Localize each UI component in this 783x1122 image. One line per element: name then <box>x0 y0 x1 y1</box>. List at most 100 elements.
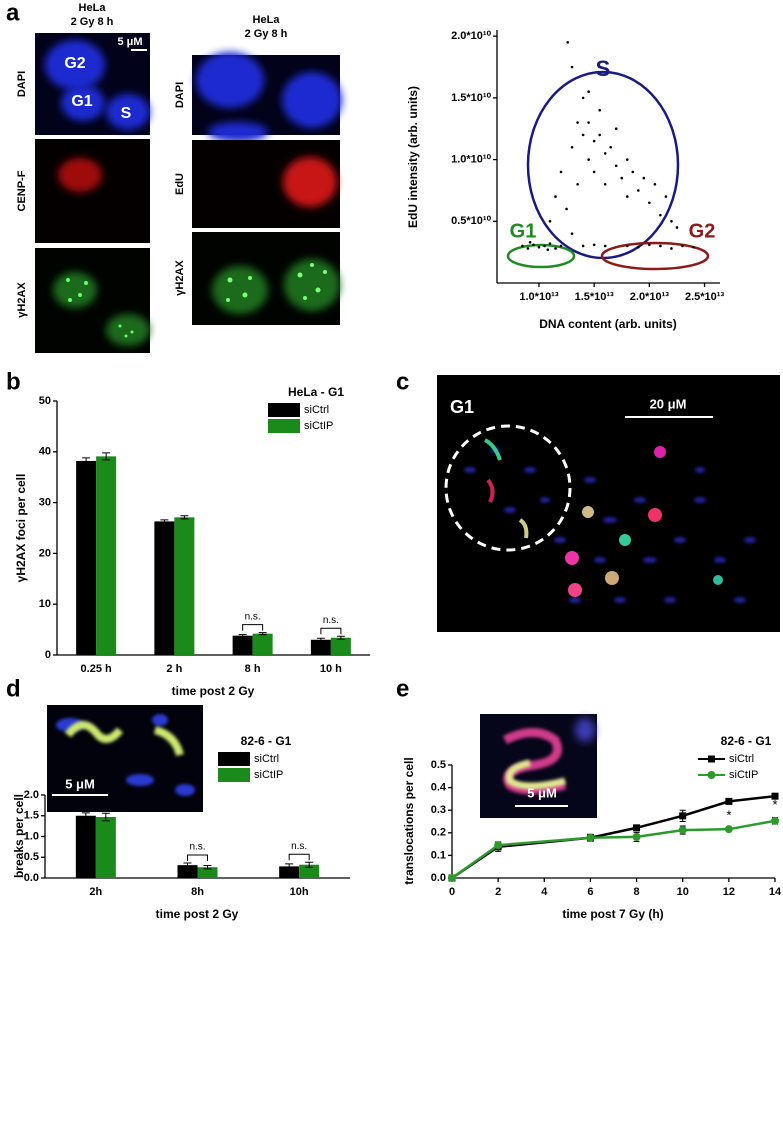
panel-letter: a <box>6 0 20 26</box>
y-tick-label: 1.5 <box>24 810 39 822</box>
legend-title: 82-6 - G1 <box>241 734 292 748</box>
point <box>570 232 574 235</box>
bar <box>76 460 97 655</box>
point <box>532 243 535 247</box>
point <box>625 158 629 161</box>
y-tick-label: 0.0 <box>431 872 446 884</box>
x-tick-label: 1.5*10¹³ <box>575 291 614 303</box>
x-tick-label: 2h <box>89 886 102 898</box>
significance-bracket <box>187 854 208 862</box>
marker <box>771 792 779 800</box>
point <box>659 213 662 217</box>
image-header: 2 Gy 8 h <box>71 16 114 28</box>
y-tick-label: 2.0 <box>24 789 39 801</box>
channel-label: DAPI <box>16 71 28 97</box>
error-bar <box>305 861 314 868</box>
point <box>526 247 530 250</box>
gate-label: G1 <box>510 220 537 242</box>
point <box>637 189 640 192</box>
point <box>659 244 662 248</box>
y-tick-label: 0.1 <box>431 849 446 861</box>
error-bar <box>316 637 325 642</box>
legend-title: HeLa - G1 <box>288 385 344 399</box>
x-tick-label: 2.5*10¹³ <box>685 291 724 303</box>
bar <box>154 521 175 655</box>
x-tick-label: 1.0*10¹³ <box>519 291 558 303</box>
x-tick-label: 10h <box>290 886 309 898</box>
point <box>603 152 607 155</box>
marker <box>708 755 715 763</box>
marker <box>724 825 733 834</box>
point <box>692 245 695 249</box>
error-bar <box>238 634 247 638</box>
gate-outline <box>526 70 680 260</box>
cell-label: G2 <box>64 55 85 72</box>
legend-swatch <box>268 419 300 433</box>
scale-label: 5 μM <box>65 776 95 791</box>
marker <box>632 832 641 841</box>
image-header: HeLa <box>253 14 281 26</box>
x-tick-label: 12 <box>723 886 735 898</box>
legend-label: siCtrl <box>729 753 754 765</box>
legend-label: siCtrl <box>304 404 329 416</box>
scale-label: 5 μM <box>117 36 142 48</box>
point <box>614 164 618 168</box>
y-tick-label: 2.0*10¹⁰ <box>451 30 491 42</box>
y-tick-label: 0.5 <box>431 759 446 771</box>
error-bar <box>183 862 192 868</box>
micrograph <box>437 375 780 632</box>
point <box>546 248 550 251</box>
marker <box>448 874 456 882</box>
point <box>598 108 601 112</box>
y-tick-label: 30 <box>39 497 51 509</box>
image-header: HeLa <box>79 2 107 14</box>
marker <box>678 826 687 835</box>
cell-label: S <box>121 105 132 122</box>
bar <box>299 864 320 878</box>
point <box>537 245 541 249</box>
bar <box>174 517 195 655</box>
y-tick-label: 0 <box>45 649 51 661</box>
x-axis-title: DNA content (arb. units) <box>539 317 677 331</box>
x-tick-label: 0.25 h <box>81 663 112 675</box>
point <box>566 41 569 44</box>
point <box>548 242 552 245</box>
x-tick-label: 8h <box>191 886 204 898</box>
y-axis-title: translocations per cell <box>402 757 416 884</box>
y-tick-label: 1.5*10¹⁰ <box>451 92 491 104</box>
point <box>603 244 607 248</box>
y-tick-label: 1.0 <box>24 830 39 842</box>
marker <box>586 833 595 842</box>
significance-label: n.s. <box>245 611 261 622</box>
panel-letter: c <box>396 368 409 395</box>
x-axis-title: time post 2 Gy <box>172 684 255 698</box>
point <box>637 245 640 249</box>
cell-label: G1 <box>71 93 92 110</box>
marker <box>494 841 503 850</box>
point <box>620 176 624 180</box>
significance-label: n.s. <box>323 615 339 626</box>
significance-label: * <box>726 807 731 822</box>
panel-letter: b <box>6 368 21 395</box>
channel-label: γH2AX <box>16 282 28 318</box>
y-tick-label: 1.0*10¹⁰ <box>451 153 491 165</box>
significance-label: n.s. <box>189 842 205 853</box>
marker <box>725 797 733 805</box>
x-tick-label: 14 <box>769 886 782 898</box>
point <box>609 145 613 149</box>
x-tick-label: 10 h <box>320 663 342 675</box>
legend-swatch <box>268 403 300 417</box>
gate-outline <box>506 243 576 269</box>
legend-label: siCtrl <box>254 753 279 765</box>
point <box>565 207 568 211</box>
point <box>576 121 579 124</box>
bar <box>96 456 117 655</box>
error-bar <box>102 452 111 461</box>
point <box>642 176 646 180</box>
point <box>670 247 673 250</box>
point <box>598 133 601 137</box>
error-bar <box>336 635 345 640</box>
bar <box>232 635 253 655</box>
x-tick-label: 2 h <box>166 663 182 675</box>
